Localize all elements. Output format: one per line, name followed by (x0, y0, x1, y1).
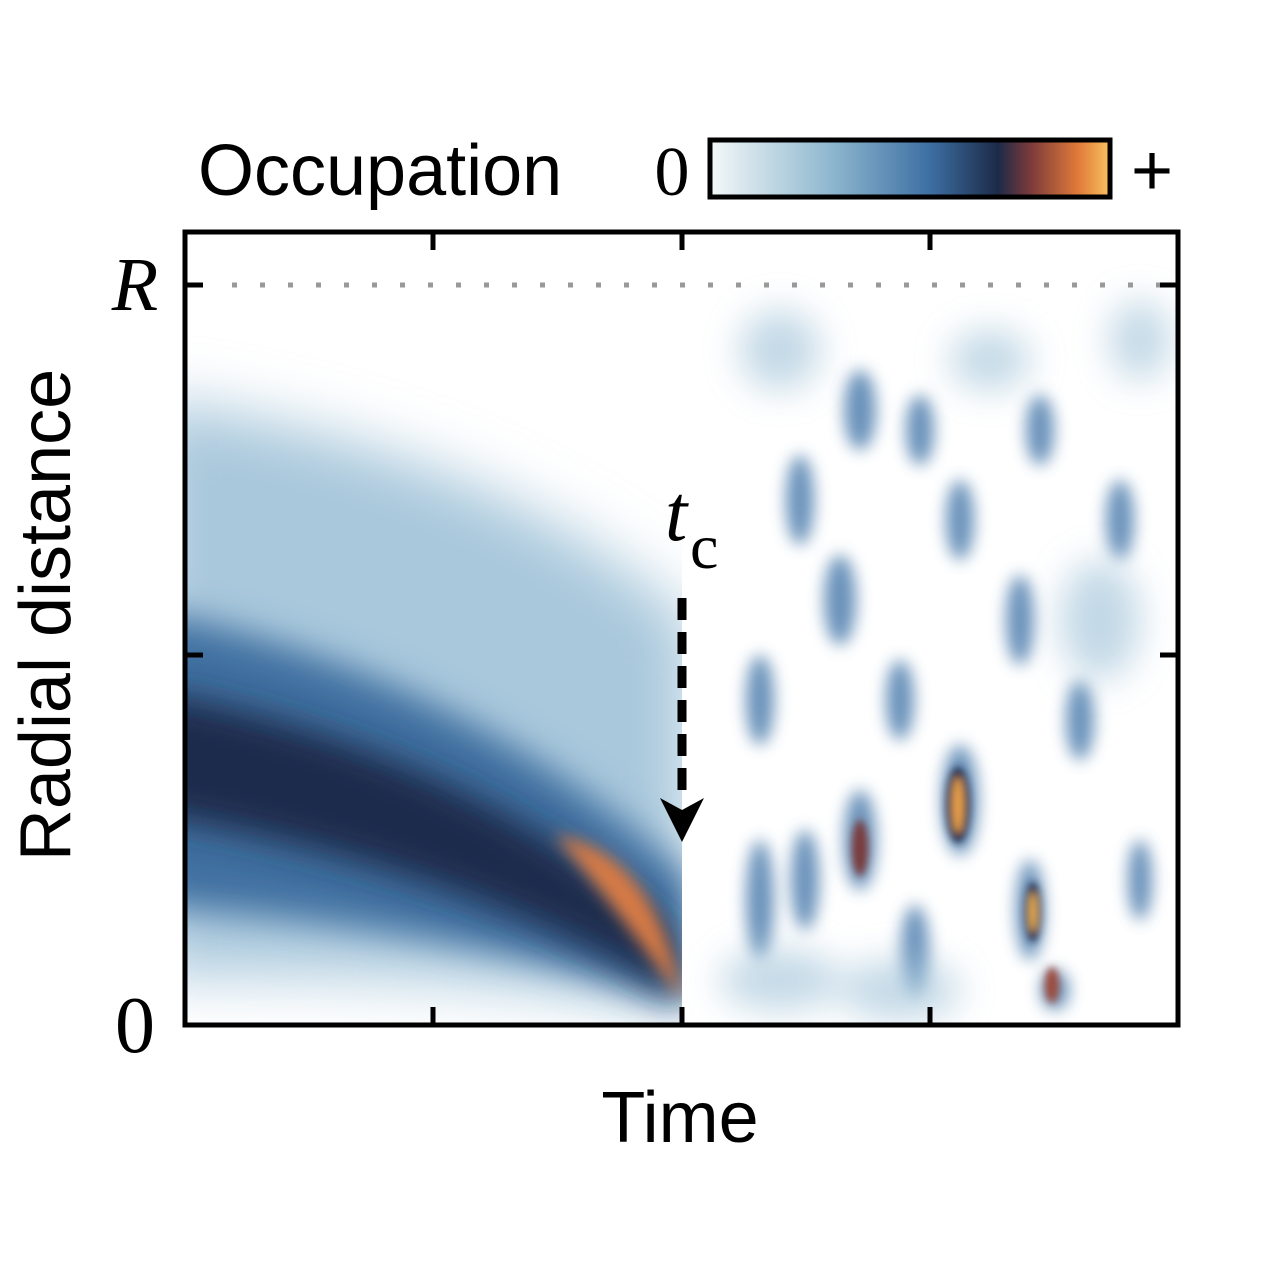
annotation-subscript: c (690, 511, 718, 582)
arrow-head (660, 798, 704, 842)
colorbar-max: + (1131, 131, 1173, 211)
ticks (185, 232, 1178, 1025)
y-axis-label: Radial distance (6, 369, 86, 861)
y-tick-label: 0 (115, 982, 155, 1070)
annotation: t (665, 470, 689, 558)
colorbar (707, 137, 1113, 200)
colorbar-min: 0 (655, 134, 690, 211)
heatmap (187, 234, 1176, 1023)
y-tick-label: R (111, 243, 158, 327)
colorbar-label: Occupation (198, 131, 562, 211)
x-axis-label: Time (601, 1078, 758, 1158)
